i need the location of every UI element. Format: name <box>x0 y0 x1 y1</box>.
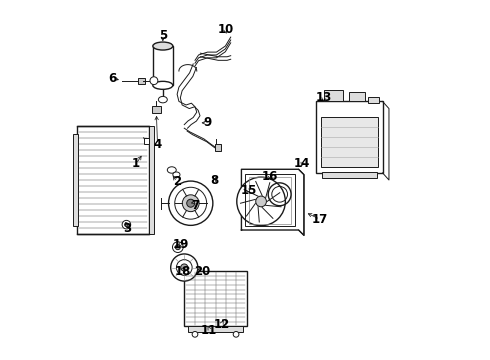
Circle shape <box>172 242 183 252</box>
Text: 10: 10 <box>217 23 233 36</box>
Ellipse shape <box>153 81 173 89</box>
Bar <box>348 93 365 102</box>
Bar <box>138 78 145 84</box>
Bar <box>148 126 154 234</box>
Circle shape <box>122 220 131 229</box>
Ellipse shape <box>153 42 173 50</box>
Ellipse shape <box>158 96 167 103</box>
Ellipse shape <box>150 77 158 85</box>
Text: 20: 20 <box>194 265 210 278</box>
Circle shape <box>192 332 198 337</box>
Text: 3: 3 <box>123 222 131 235</box>
Text: 6: 6 <box>109 72 117 85</box>
Text: 18: 18 <box>174 265 191 278</box>
Bar <box>77 126 148 234</box>
Circle shape <box>181 264 188 271</box>
Text: 15: 15 <box>241 184 257 197</box>
Text: 4: 4 <box>153 138 162 151</box>
Bar <box>368 97 379 103</box>
Circle shape <box>233 332 239 337</box>
Text: 8: 8 <box>211 174 219 186</box>
Circle shape <box>175 245 180 249</box>
Bar <box>322 172 377 178</box>
Bar <box>321 117 378 167</box>
Ellipse shape <box>167 167 176 173</box>
Bar <box>323 90 343 102</box>
Text: 1: 1 <box>132 157 140 170</box>
Text: 2: 2 <box>173 175 181 188</box>
Text: 17: 17 <box>312 213 328 226</box>
Circle shape <box>171 254 198 281</box>
Bar <box>317 102 383 173</box>
Bar <box>153 46 173 85</box>
Circle shape <box>175 187 207 219</box>
Circle shape <box>169 181 213 225</box>
Circle shape <box>182 195 199 212</box>
Text: 11: 11 <box>201 324 218 337</box>
Bar <box>184 271 247 327</box>
Circle shape <box>256 196 267 207</box>
Circle shape <box>237 177 285 226</box>
Bar <box>188 326 243 332</box>
Bar <box>152 107 161 113</box>
Bar <box>144 138 149 144</box>
Text: 5: 5 <box>159 29 167 42</box>
Text: 16: 16 <box>262 170 278 183</box>
Ellipse shape <box>173 172 180 177</box>
Bar <box>248 177 292 224</box>
Text: 19: 19 <box>172 238 189 251</box>
Bar <box>73 134 78 226</box>
Text: 7: 7 <box>191 198 199 212</box>
Circle shape <box>176 260 192 275</box>
Circle shape <box>124 223 128 226</box>
Text: 9: 9 <box>203 116 212 129</box>
Circle shape <box>187 199 195 207</box>
Bar <box>245 174 295 226</box>
Text: 14: 14 <box>294 157 310 170</box>
Text: 12: 12 <box>214 318 230 331</box>
Bar <box>215 144 221 152</box>
Text: 13: 13 <box>316 91 332 104</box>
